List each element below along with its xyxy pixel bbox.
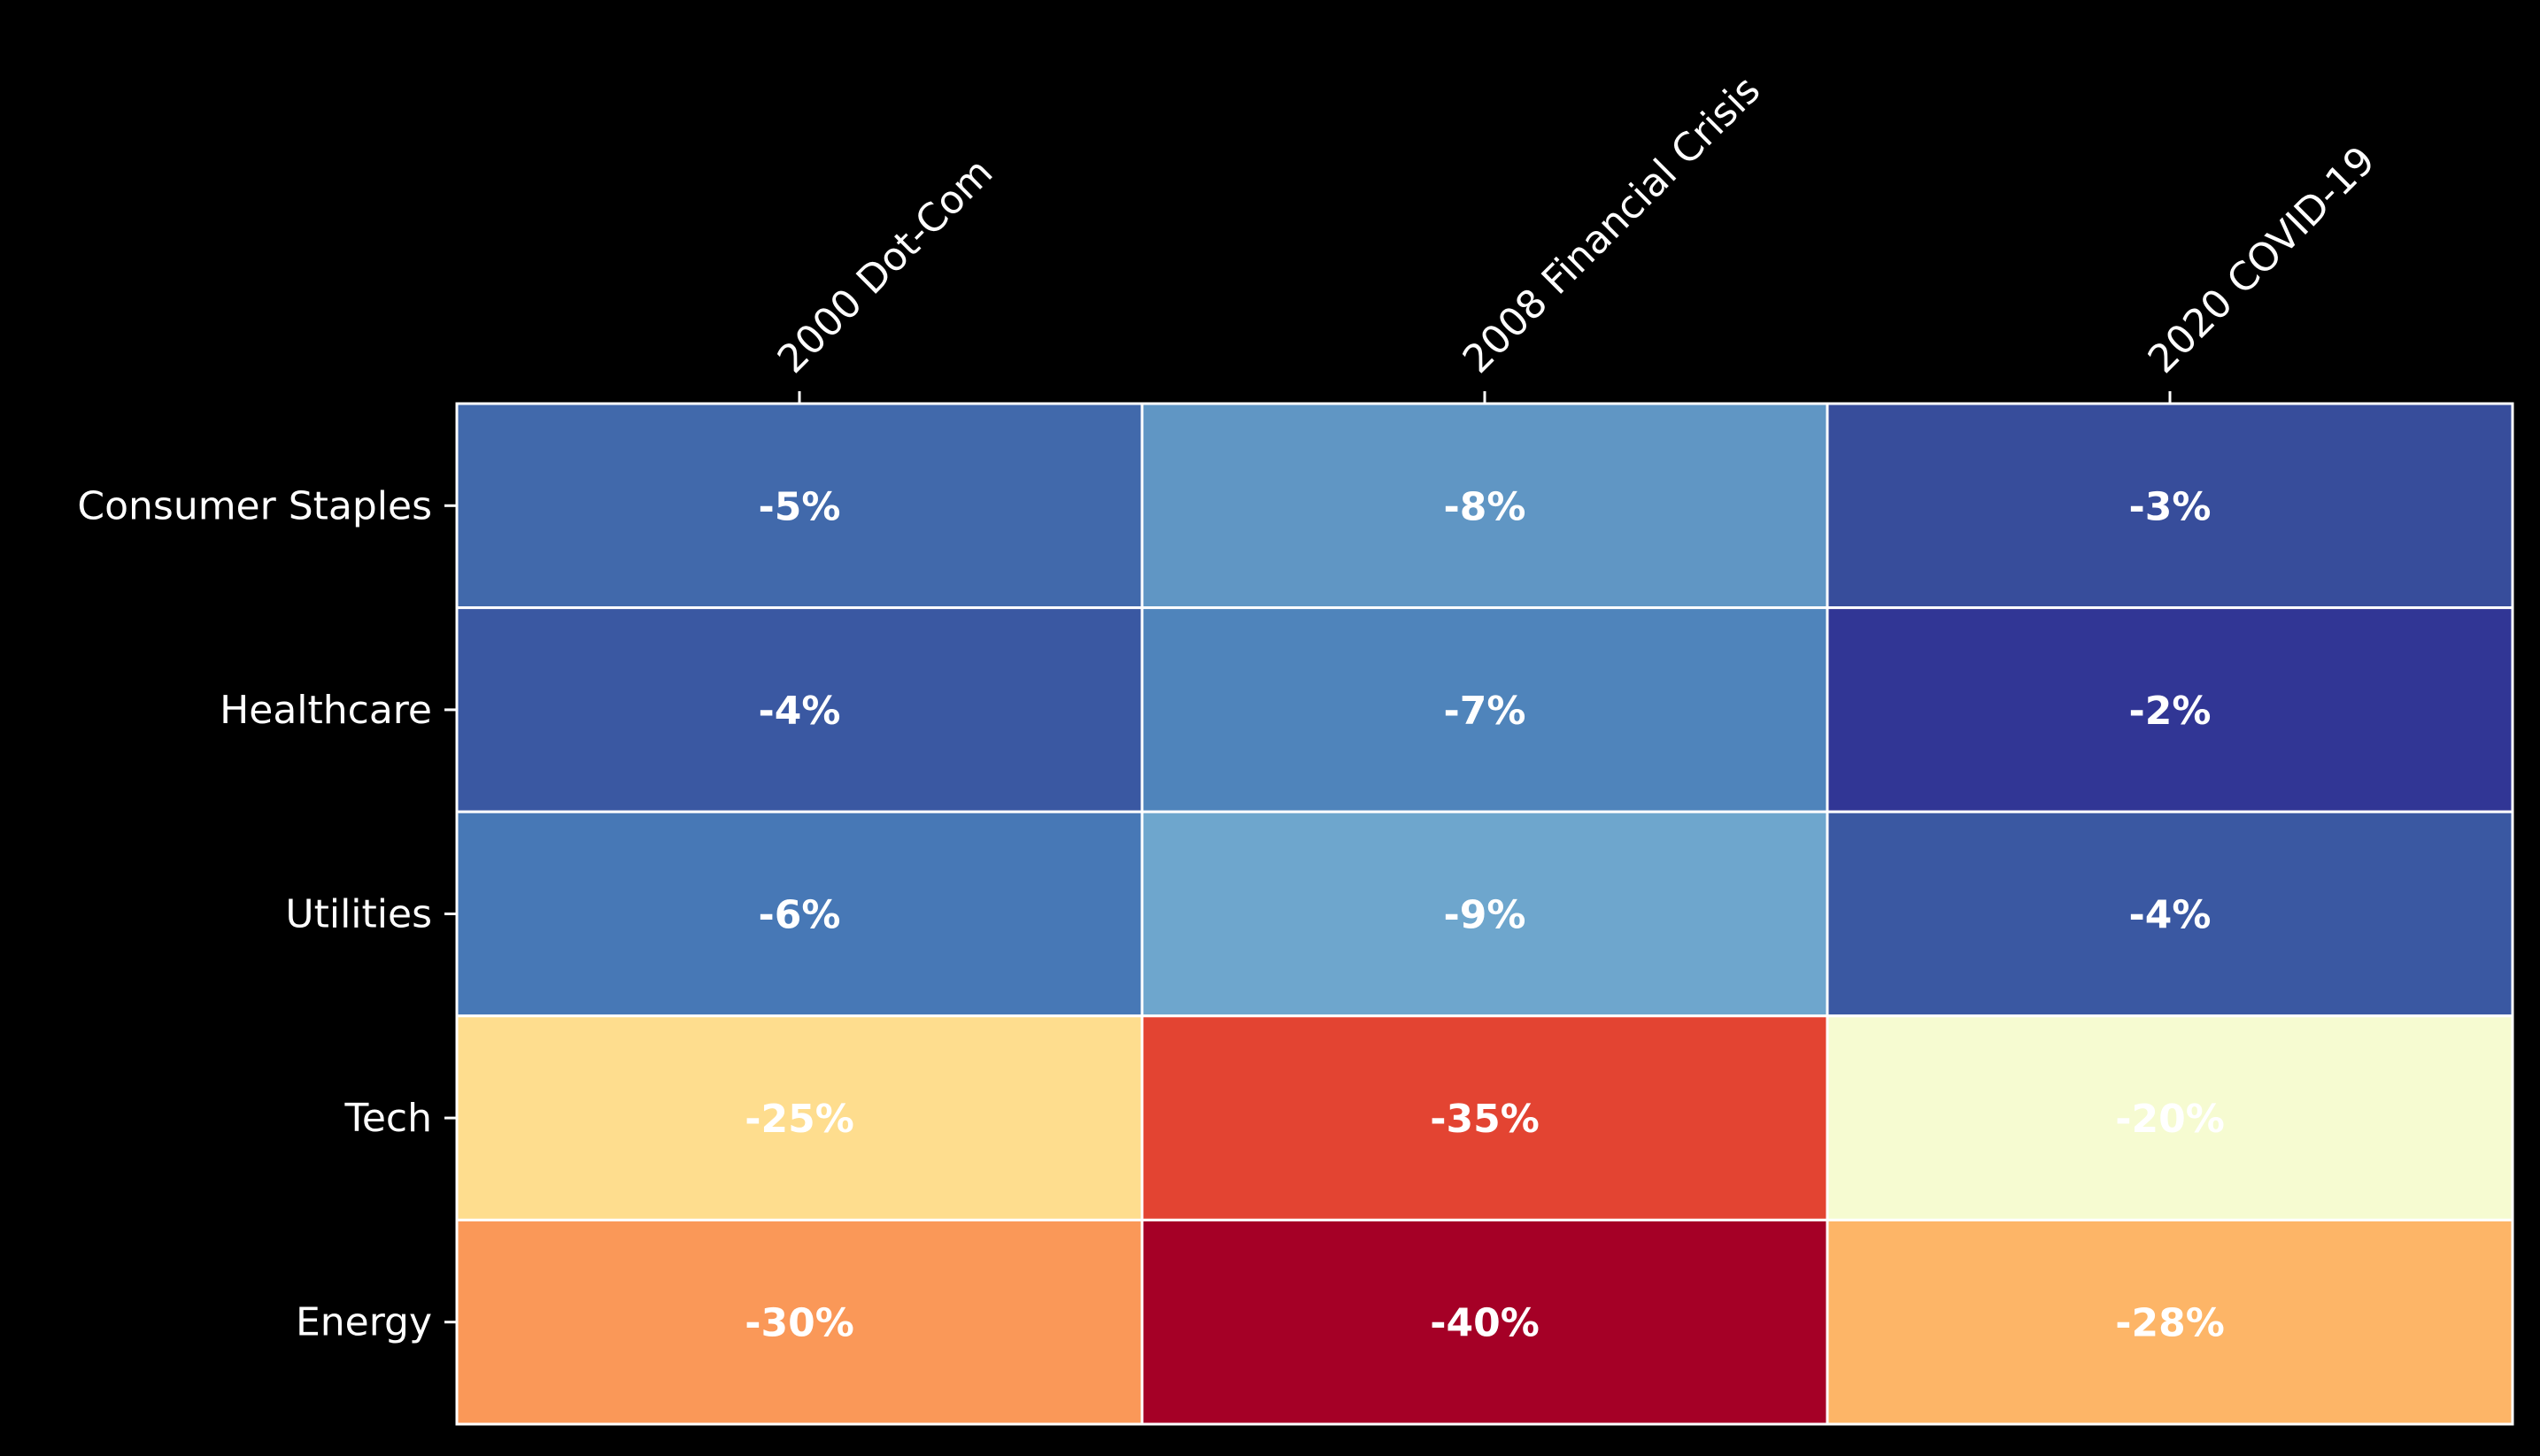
heatmap-cell bbox=[1140, 606, 1829, 813]
y-tick-label: Energy bbox=[296, 1300, 432, 1345]
heatmap-cell bbox=[1826, 1014, 2514, 1221]
cell-value-label: -35% bbox=[1430, 1097, 1540, 1142]
heatmap-cell bbox=[1140, 402, 1829, 610]
cell-value-label: -30% bbox=[745, 1301, 854, 1346]
heatmap-cells bbox=[455, 402, 2514, 1426]
cell-value-label: -5% bbox=[759, 484, 841, 529]
cell-value-label: -25% bbox=[745, 1097, 854, 1142]
heatmap-cell bbox=[455, 402, 1144, 610]
heatmap-cell bbox=[455, 1218, 1144, 1426]
cell-value-label: -8% bbox=[1444, 484, 1526, 529]
y-tick-label: Healthcare bbox=[220, 688, 432, 733]
cell-value-label: -3% bbox=[2129, 484, 2212, 529]
cell-value-label: -28% bbox=[2115, 1301, 2225, 1346]
heatmap-cell bbox=[455, 1014, 1144, 1221]
heatmap-cell bbox=[1826, 1218, 2514, 1426]
heatmap-cell bbox=[1826, 606, 2514, 813]
x-axis: 2000 Dot-Com 2008 Financial Crisis 2020 CO… bbox=[769, 67, 2384, 404]
y-tick-label: Utilities bbox=[285, 892, 432, 937]
x-tick-label: 2008 Financial Crisis bbox=[1455, 67, 1769, 381]
cell-value-label: -40% bbox=[1430, 1301, 1540, 1346]
cell-value-label: -20% bbox=[2115, 1097, 2225, 1142]
y-tick-label: Tech bbox=[344, 1096, 432, 1141]
x-tick-label: 2000 Dot-Com bbox=[769, 150, 1002, 382]
cell-value-label: -2% bbox=[2129, 689, 2212, 734]
heatmap-cell bbox=[1140, 810, 1829, 1018]
cell-value-label: -6% bbox=[759, 893, 841, 938]
heatmap-cell bbox=[455, 606, 1144, 813]
y-tick-label: Consumer Staples bbox=[77, 483, 432, 528]
x-tick-label: 2020 COVID-19 bbox=[2140, 138, 2384, 382]
cell-value-label: -9% bbox=[1444, 893, 1526, 938]
cell-value-label: -4% bbox=[2129, 893, 2212, 938]
cell-value-label: -4% bbox=[759, 689, 841, 734]
y-axis: Consumer Staples Healthcare Utilities Tech E… bbox=[77, 483, 457, 1345]
heatmap-cell-labels: -5% -8% -3% -4% -7% -2% -6% -9% -4% -25% -35% -20% -… bbox=[745, 484, 2225, 1345]
cell-value-label: -7% bbox=[1444, 689, 1526, 734]
heatmap-cell bbox=[1140, 1218, 1829, 1426]
